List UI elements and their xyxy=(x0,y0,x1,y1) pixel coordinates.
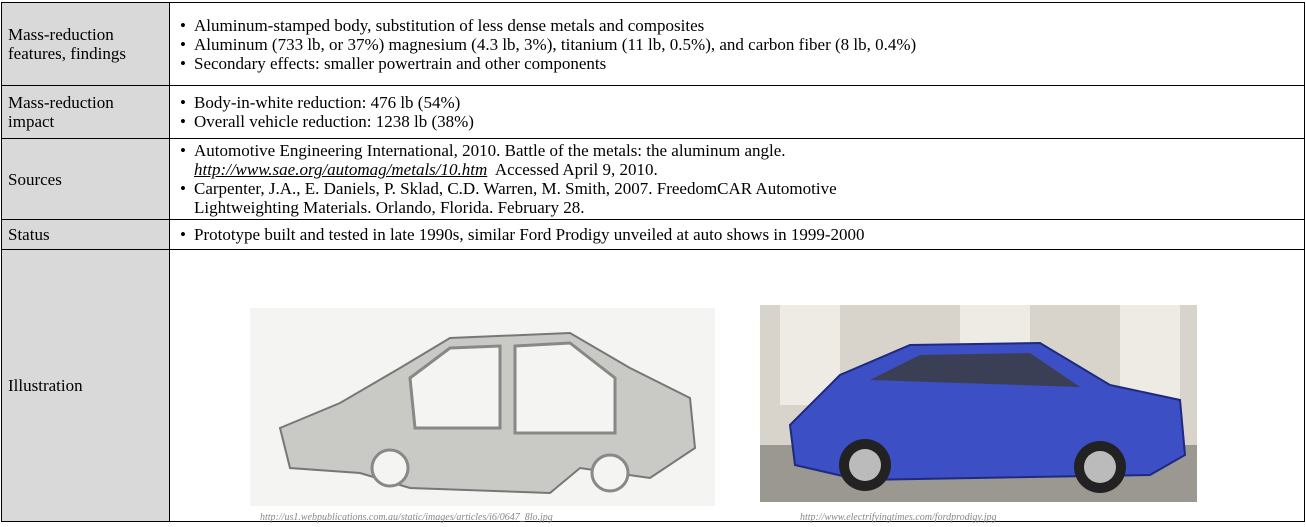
row-content: http://us1.webpublications.com.au/static… xyxy=(169,249,1305,523)
row-label: Illustration xyxy=(1,249,170,522)
row-label: Mass-reduction impact xyxy=(1,85,170,139)
source-text: Accessed April 9, 2010. xyxy=(494,160,658,179)
source-text: Automotive Engineering International, 20… xyxy=(194,141,786,160)
car-image xyxy=(760,305,1197,502)
bullet: Secondary effects: smaller powertrain an… xyxy=(180,54,1298,73)
row-content: Automotive Engineering International, 20… xyxy=(169,138,1305,220)
row-label: Mass-reduction features, findings xyxy=(1,2,170,86)
bullet: Overall vehicle reduction: 1238 lb (38%) xyxy=(180,112,1298,131)
bullet: Body-in-white reduction: 476 lb (54%) xyxy=(180,93,1298,112)
row-content: Aluminum-stamped body, substitution of l… xyxy=(169,2,1305,86)
bullet: Aluminum (733 lb, or 37%) magnesium (4.3… xyxy=(180,35,1298,54)
image-caption: http://us1.webpublications.com.au/static… xyxy=(260,512,553,523)
row: Status Prototype built and tested in lat… xyxy=(1,219,1305,250)
row: Mass-reduction features, findings Alumin… xyxy=(1,2,1305,86)
row: Illustration http://us1.webpublications.… xyxy=(1,249,1305,523)
row-content: Body-in-white reduction: 476 lb (54%) Ov… xyxy=(169,85,1305,139)
row-label: Sources xyxy=(1,138,170,220)
bullet: Carpenter, J.A., E. Daniels, P. Sklad, C… xyxy=(180,179,1298,217)
row: Sources Automotive Engineering Internati… xyxy=(1,138,1305,220)
bullet: Automotive Engineering International, 20… xyxy=(180,141,1298,179)
source-link[interactable]: http://www.sae.org/automag/metals/10.htm xyxy=(194,160,488,179)
row: Mass-reduction impact Body-in-white redu… xyxy=(1,85,1305,139)
row-content: Prototype built and tested in late 1990s… xyxy=(169,219,1305,250)
body-frame-image xyxy=(250,308,715,506)
image-caption: http://www.electrifyingtimes.com/fordpro… xyxy=(800,512,997,523)
bullet: Aluminum-stamped body, substitution of l… xyxy=(180,16,1298,35)
bullet: Prototype built and tested in late 1990s… xyxy=(180,225,1298,244)
row-label: Status xyxy=(1,219,170,250)
